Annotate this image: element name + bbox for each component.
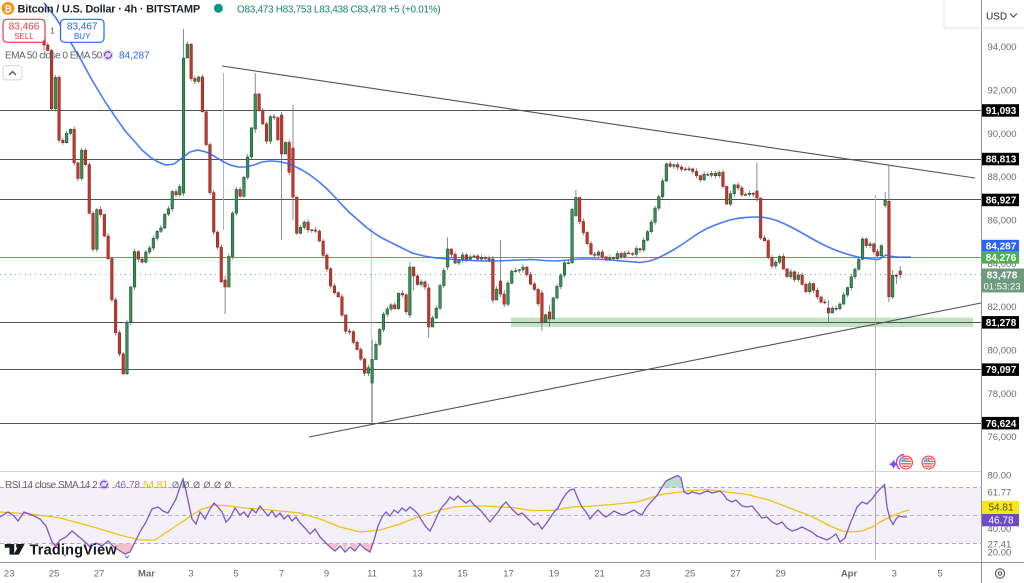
- svg-text:84,287: 84,287: [986, 242, 1017, 253]
- svg-text:83,467: 83,467: [67, 22, 98, 33]
- svg-text:21: 21: [594, 569, 605, 580]
- svg-text:17: 17: [503, 569, 514, 580]
- svg-text:61.77: 61.77: [988, 488, 1012, 499]
- svg-text:3: 3: [892, 569, 897, 580]
- svg-text:84,000: 84,000: [988, 259, 1017, 270]
- svg-text:SELL: SELL: [14, 32, 34, 41]
- svg-text:81,278: 81,278: [986, 318, 1017, 329]
- svg-text:O83,473 H83,753 L83,438 C83,47: O83,473 H83,753 L83,438 C83,478 +5 (+0.0…: [237, 4, 440, 15]
- svg-text:23: 23: [640, 569, 651, 580]
- svg-text:01:53:23: 01:53:23: [984, 282, 1021, 293]
- svg-text:78,000: 78,000: [988, 389, 1017, 400]
- svg-text:29: 29: [775, 569, 786, 580]
- svg-text:76,624: 76,624: [986, 419, 1017, 430]
- svg-text:79,097: 79,097: [986, 365, 1017, 376]
- svg-text:Ø: Ø: [204, 480, 211, 490]
- svg-text:USD: USD: [986, 12, 1007, 23]
- svg-text:80.00: 80.00: [988, 471, 1012, 482]
- svg-text:₿: ₿: [4, 4, 12, 15]
- svg-text:5: 5: [938, 569, 943, 580]
- svg-text:9: 9: [324, 569, 329, 580]
- svg-text:27: 27: [730, 569, 741, 580]
- svg-text:54.81: 54.81: [143, 480, 168, 491]
- svg-text:1: 1: [50, 26, 55, 36]
- svg-text:19: 19: [549, 569, 560, 580]
- svg-text:25: 25: [49, 569, 60, 580]
- svg-text:Mar: Mar: [138, 569, 155, 580]
- svg-text:Ø: Ø: [193, 480, 200, 490]
- svg-text:88,813: 88,813: [986, 155, 1017, 166]
- svg-text:86,927: 86,927: [986, 196, 1017, 207]
- svg-text:94,000: 94,000: [988, 42, 1017, 53]
- svg-text:88,000: 88,000: [988, 172, 1017, 183]
- svg-text:84,276: 84,276: [986, 253, 1017, 264]
- svg-text:Ø: Ø: [172, 480, 179, 490]
- svg-text:11: 11: [367, 569, 377, 580]
- svg-text:40.00: 40.00: [988, 524, 1012, 535]
- svg-text:76,000: 76,000: [988, 432, 1017, 443]
- svg-text:92,000: 92,000: [988, 85, 1017, 96]
- svg-text:Bitcoin / U.S. Dollar · 4h · B: Bitcoin / U.S. Dollar · 4h · BITSTAMP: [18, 3, 200, 15]
- svg-text:80,000: 80,000: [988, 346, 1017, 357]
- svg-text:23: 23: [4, 569, 15, 580]
- svg-text:83,478: 83,478: [987, 271, 1018, 282]
- svg-text:83,466: 83,466: [9, 22, 40, 33]
- svg-text:Ø: Ø: [183, 480, 190, 490]
- svg-text:RSI 14 close SMA 14 2: RSI 14 close SMA 14 2: [5, 480, 98, 491]
- svg-text:90,000: 90,000: [988, 129, 1017, 140]
- svg-text:84,287: 84,287: [119, 51, 150, 62]
- svg-text:13: 13: [412, 569, 423, 580]
- svg-text:5: 5: [233, 569, 238, 580]
- svg-text:7: 7: [279, 569, 284, 580]
- svg-text:Apr: Apr: [841, 569, 858, 580]
- svg-text:82,000: 82,000: [988, 302, 1017, 313]
- svg-text:27.41: 27.41: [988, 540, 1012, 551]
- svg-text:86,000: 86,000: [988, 216, 1017, 227]
- svg-text:20.00: 20.00: [988, 548, 1012, 559]
- svg-text:Ø: Ø: [225, 480, 232, 490]
- svg-text:15: 15: [457, 569, 468, 580]
- svg-text:Ø: Ø: [214, 480, 221, 490]
- svg-text:EMA 50 close 0 EMA 50: EMA 50 close 0 EMA 50: [5, 51, 103, 62]
- svg-text:46.78: 46.78: [115, 480, 140, 491]
- svg-text:46.78: 46.78: [988, 516, 1013, 527]
- svg-text:BUY: BUY: [74, 32, 91, 41]
- svg-text:3: 3: [188, 569, 193, 580]
- svg-text:TradingView: TradingView: [30, 542, 118, 558]
- svg-text:91,093: 91,093: [986, 106, 1017, 117]
- svg-text:54.81: 54.81: [988, 503, 1013, 514]
- svg-text:27: 27: [94, 569, 105, 580]
- svg-text:25: 25: [685, 569, 696, 580]
